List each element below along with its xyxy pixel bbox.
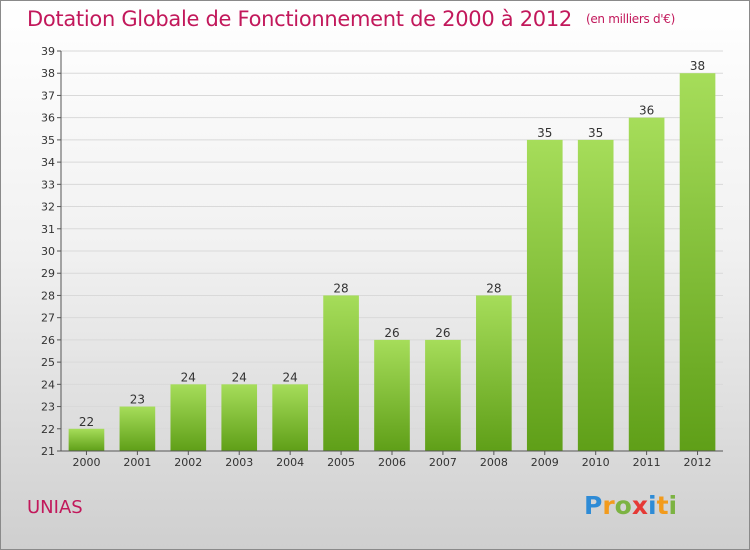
data-label: 26 (384, 326, 399, 340)
bar (425, 339, 461, 451)
y-tick-label: 32 (41, 201, 55, 214)
data-label: 22 (79, 415, 94, 429)
x-tick-label: 2008 (480, 456, 508, 469)
bar (374, 339, 410, 451)
logo-letter: r (602, 491, 615, 520)
bar (272, 384, 308, 451)
y-tick-label: 30 (41, 245, 55, 258)
commune-name: UNIAS (27, 497, 83, 518)
y-tick-label: 22 (41, 423, 55, 436)
y-tick-label: 31 (41, 223, 55, 236)
y-tick-label: 23 (41, 401, 55, 414)
logo-letter: i (668, 491, 678, 520)
y-tick-label: 21 (41, 445, 55, 458)
data-label: 24 (232, 370, 247, 384)
x-tick-label: 2000 (72, 456, 100, 469)
data-label: 35 (588, 126, 603, 140)
proxiti-logo: Proxiti (584, 491, 677, 520)
y-tick-label: 37 (41, 89, 55, 102)
y-tick-label: 34 (41, 156, 55, 169)
data-label: 26 (435, 326, 450, 340)
y-tick-label: 39 (41, 45, 55, 58)
bar (119, 406, 156, 451)
data-label: 24 (181, 370, 196, 384)
bar (526, 139, 563, 451)
y-tick-label: 26 (41, 334, 55, 347)
bar (476, 295, 512, 451)
data-label: 36 (639, 104, 654, 118)
y-tick-label: 38 (41, 67, 55, 80)
logo-letter: x (631, 491, 648, 520)
x-tick-label: 2006 (378, 456, 406, 469)
logo-letter: t (656, 491, 669, 520)
data-label: 38 (690, 59, 705, 73)
axes: 21 22 23 24 25 26 27 28 29 30 31 32 33 34 35 36 37 38 39 20… (41, 45, 723, 469)
x-tick-label: 2004 (276, 456, 304, 469)
bar (170, 384, 207, 451)
bar (221, 384, 258, 451)
data-label: 28 (333, 281, 348, 295)
bar (577, 139, 614, 451)
y-tick-label: 27 (41, 312, 55, 325)
x-tick-label: 2009 (531, 456, 559, 469)
y-tick-label: 24 (41, 378, 55, 391)
x-tick-label: 2001 (123, 456, 151, 469)
bar (68, 428, 105, 451)
y-tick-label: 33 (41, 178, 55, 191)
y-tick-label: 35 (41, 134, 55, 147)
y-tick-label: 28 (41, 289, 55, 302)
data-label: 23 (130, 393, 145, 407)
data-label: 24 (283, 370, 298, 384)
unit-note: (en milliers d'€) (585, 12, 675, 26)
bar (323, 295, 359, 451)
x-tick-label: 2010 (582, 456, 610, 469)
logo-letter: P (584, 491, 603, 520)
x-tick-label: 2003 (225, 456, 253, 469)
x-tick-label: 2012 (684, 456, 712, 469)
x-tick-label: 2002 (174, 456, 202, 469)
y-tick-label: 29 (41, 267, 55, 280)
y-tick-label: 25 (41, 356, 55, 369)
x-tick-label: 2005 (327, 456, 355, 469)
x-tick-label: 2011 (633, 456, 661, 469)
chart-title: Dotation Globale de Fonctionnement de 20… (27, 7, 675, 31)
bar (628, 117, 665, 452)
chart-title-text: Dotation Globale de Fonctionnement de 20… (27, 7, 572, 31)
bar (679, 73, 716, 451)
logo-letter: i (648, 491, 657, 520)
data-label: 35 (537, 126, 552, 140)
data-labels: 22 23 24 24 24 28 26 26 28 35 35 36 38 (79, 59, 705, 429)
logo-letter: o (614, 491, 632, 520)
bars (68, 73, 716, 452)
y-tick-label: 36 (41, 112, 55, 125)
data-label: 28 (486, 281, 501, 295)
x-tick-label: 2007 (429, 456, 457, 469)
